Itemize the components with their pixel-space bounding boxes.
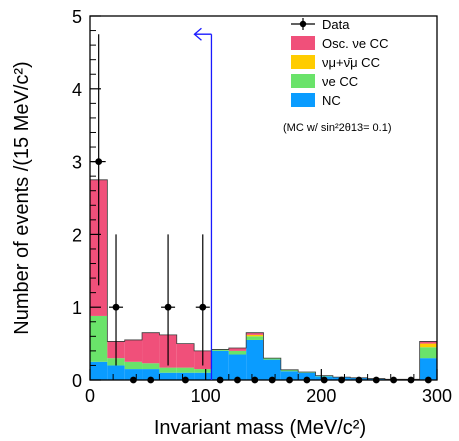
data-point (424, 376, 432, 384)
y-tick-label: 2 (72, 225, 82, 245)
bar-0-5 (176, 372, 195, 380)
data-point (286, 376, 293, 384)
y-tick-label: 4 (72, 80, 82, 100)
data-point (268, 376, 276, 384)
data-point (234, 376, 241, 384)
data-point (182, 376, 189, 384)
legend-label: NC (322, 93, 341, 108)
bar-0-2 (124, 369, 143, 380)
bar-0-10 (263, 359, 281, 380)
legend-swatch (291, 93, 315, 107)
x-axis-title: Invariant mass (MeV/c²) (154, 417, 366, 439)
bar-0-4 (159, 372, 177, 380)
bar-1-5 (176, 367, 195, 373)
bar-3-8 (228, 347, 247, 351)
legend-swatch (291, 55, 315, 69)
x-tick-label: 0 (85, 386, 95, 406)
data-point (355, 376, 363, 384)
data-point (303, 376, 311, 384)
bar-1-19 (419, 347, 437, 359)
bar-1-2 (124, 361, 143, 370)
data-point (338, 376, 345, 384)
bar-1-9 (246, 336, 264, 340)
legend-swatch (291, 36, 315, 50)
bar-0-8 (228, 354, 247, 380)
data-point (199, 303, 207, 311)
bar-1-10 (263, 358, 281, 360)
legend-label: Osc. νe CC (322, 36, 388, 51)
data-point (129, 376, 137, 384)
data-point (390, 376, 398, 384)
x-tick-label: 200 (306, 386, 336, 406)
data-point (320, 376, 328, 384)
bar-0-9 (246, 339, 264, 380)
legend-label: νμ+ν̄μ CC (322, 55, 380, 70)
y-tick-label: 1 (72, 298, 82, 318)
bar-1-0 (90, 315, 108, 362)
data-point (407, 376, 415, 384)
bar-1-3 (142, 363, 160, 370)
bar-2-19 (419, 343, 437, 348)
bar-3-9 (246, 332, 264, 335)
data-point (147, 376, 155, 384)
bar-3-5 (176, 343, 195, 368)
y-tick-label: 0 (72, 371, 82, 391)
bar-0-12 (298, 372, 316, 380)
bar-0-19 (419, 358, 437, 380)
x-tick-label: 300 (422, 386, 452, 406)
data-point (95, 158, 103, 166)
y-tick-label: 5 (72, 7, 82, 27)
legend-label-data: Data (322, 17, 350, 32)
bar-2-9 (246, 334, 264, 337)
bar-3-2 (124, 339, 143, 362)
bar-0-11 (280, 371, 299, 380)
legend-note: (MC w/ sin²2θ13= 0.1) (283, 122, 392, 134)
data-point (216, 376, 224, 384)
bar-1-8 (228, 350, 247, 355)
bar-0-1 (107, 365, 125, 380)
data-point (112, 303, 120, 311)
y-tick-label: 3 (72, 153, 82, 173)
plot-frame (89, 15, 438, 381)
bar-3-19 (419, 341, 437, 344)
bar-0-6 (194, 372, 212, 380)
legend-label: νe CC (322, 74, 358, 89)
legend-swatch (291, 74, 315, 88)
bar-1-4 (159, 367, 177, 373)
data-points (91, 34, 432, 384)
legend: Data Osc. νe CC νμ+ν̄μ CC νe CC NC (MC w/ sin… (283, 17, 392, 134)
data-point (164, 303, 172, 311)
x-tick-label: 100 (191, 386, 221, 406)
cut-arrow (193, 27, 213, 380)
bar-0-0 (90, 361, 108, 380)
stacked-bars (89, 179, 438, 380)
bar-3-3 (142, 332, 160, 364)
bar-0-7 (211, 350, 229, 380)
cut-arrow-head (193, 27, 202, 41)
bar-1-6 (194, 369, 212, 373)
y-axis-title: Number of events /(15 MeV/c²) (11, 61, 33, 334)
bar-1-7 (211, 349, 229, 351)
bar-1-11 (280, 369, 299, 372)
data-point (251, 376, 259, 384)
data-point (372, 376, 380, 384)
legend-data-marker (299, 20, 307, 28)
bar-0-3 (142, 369, 160, 380)
